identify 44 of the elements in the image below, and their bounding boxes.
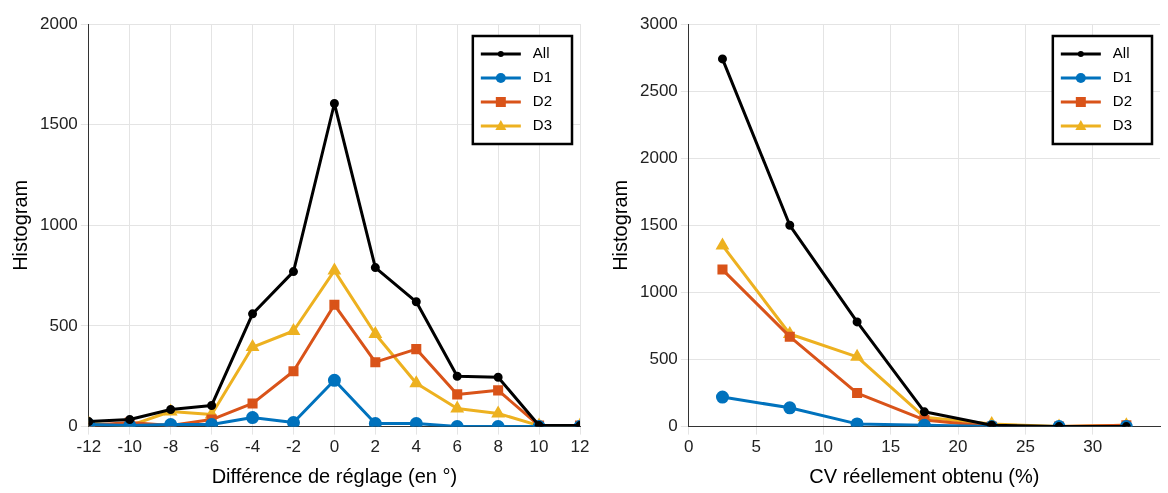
x-tick-label: -4: [244, 437, 261, 457]
x-tick-label: 5: [751, 437, 761, 457]
y-tick-label: 2000: [39, 13, 78, 33]
y-tick-label: 2000: [639, 147, 678, 167]
x-tick-label: 10: [813, 437, 833, 457]
y-tick-label: 500: [49, 315, 78, 335]
y-tick-label: 0: [668, 416, 678, 436]
x-tick-label: 12: [570, 437, 590, 457]
x-axis-title: CV réellement obtenu (%): [809, 464, 1040, 487]
x-tick-label: 25: [1015, 437, 1035, 457]
legend-label: D3: [1112, 116, 1133, 134]
x-tick-label: 2: [370, 437, 381, 457]
x-tick-label: -10: [117, 437, 143, 457]
legend-label: D2: [532, 92, 553, 110]
x-axis-title: Différence de réglage (en °): [211, 464, 458, 487]
x-tick-label: 10: [529, 437, 549, 457]
y-tick-label: 3000: [639, 13, 678, 33]
x-tick-label: 4: [411, 437, 422, 457]
x-tick-label: 0: [684, 437, 694, 457]
legend-label: D1: [1112, 68, 1133, 86]
legend-label: D2: [1112, 92, 1133, 110]
x-tick-label: -6: [204, 437, 220, 457]
x-tick-label: -12: [76, 437, 102, 457]
x-tick-label: 15: [881, 437, 901, 457]
y-tick-label: 1000: [639, 282, 678, 302]
y-tick-label: 2500: [639, 80, 678, 100]
legend-label: All: [1112, 44, 1130, 62]
x-tick-label: 6: [452, 437, 462, 457]
y-tick-label: 1500: [39, 114, 78, 134]
y-axis-title: Histogram: [608, 179, 631, 271]
legend-label: D1: [532, 68, 553, 86]
x-tick-label: 0: [329, 437, 340, 457]
y-axis-title: Histogram: [8, 179, 31, 271]
x-tick-label: -8: [163, 437, 179, 457]
legend-label: D3: [532, 116, 553, 134]
x-tick-label: 20: [948, 437, 968, 457]
y-tick-label: 1000: [39, 214, 78, 234]
x-tick-label: 8: [493, 437, 503, 457]
x-tick-label: 30: [1083, 437, 1103, 457]
y-tick-label: 0: [68, 416, 78, 436]
y-tick-label: 500: [649, 349, 678, 369]
y-tick-label: 1500: [639, 214, 678, 234]
legend-label: All: [532, 44, 550, 62]
x-tick-label: -2: [285, 437, 302, 457]
